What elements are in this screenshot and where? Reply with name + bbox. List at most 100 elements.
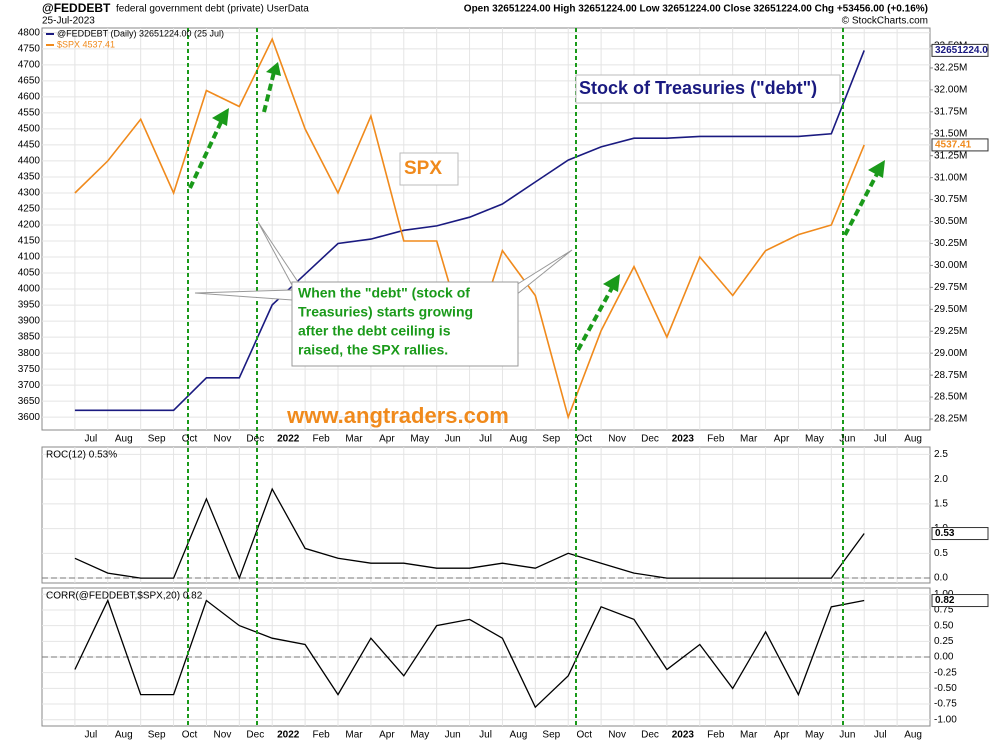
- arrow: [843, 171, 880, 236]
- x-tick-label: Apr: [774, 434, 790, 445]
- x-tick-label: Nov: [214, 730, 232, 741]
- x-tick-label: Dec: [641, 730, 659, 741]
- y-tick-label: 4200: [18, 220, 41, 231]
- y-tick-label: 0.50: [934, 620, 954, 631]
- y2-tick-label: 29.50M: [934, 304, 967, 315]
- x-tick-label: Oct: [576, 434, 592, 445]
- y2-tick-label: 29.25M: [934, 326, 967, 337]
- last-value: 0.53: [935, 528, 955, 539]
- x-tick-label: Aug: [904, 730, 922, 741]
- x-tick-label: Aug: [115, 434, 133, 445]
- arrow-heads: [212, 62, 885, 292]
- x-tick-label: Mar: [740, 434, 758, 445]
- series-line: [74, 50, 865, 412]
- x-tick-label: Feb: [707, 434, 725, 445]
- x-tick-label: Sep: [542, 730, 560, 741]
- y-tick-label: 3800: [18, 348, 41, 359]
- x-tick-label: Dec: [246, 730, 264, 741]
- x-tick-label: Mar: [740, 730, 758, 741]
- y-tick-label: 4700: [18, 59, 41, 70]
- series-line: [74, 598, 865, 709]
- x-tick-label: Mar: [345, 730, 363, 741]
- last-value-tag: [931, 43, 989, 57]
- y-tick-label: 4600: [18, 92, 41, 103]
- y2-tick-label: 30.50M: [934, 216, 967, 227]
- y-tick-label: 4450: [18, 140, 41, 151]
- x-tick-label: Jul: [874, 730, 887, 741]
- y2-tick-label: 31.50M: [934, 128, 967, 139]
- y-tick-label: 0.25: [934, 636, 954, 647]
- arrow-head: [868, 160, 885, 178]
- date: 25-Jul-2023: [42, 16, 95, 27]
- y-tick-label: 4400: [18, 156, 41, 167]
- website: www.angtraders.com: [286, 403, 509, 428]
- y-tick-label: 2.0: [934, 474, 948, 485]
- x-tick-label: May: [805, 434, 824, 445]
- y-tick-label: 0.0: [934, 573, 948, 584]
- y-tick-label: 4000: [18, 284, 41, 295]
- x-tick-label: Nov: [214, 434, 232, 445]
- y-tick-label: 0.5: [934, 548, 948, 559]
- x-tick-label: Jul: [479, 434, 492, 445]
- y-tick-label: -0.25: [934, 667, 957, 678]
- x-tick-label: Jun: [445, 730, 461, 741]
- y-tick-label: 4550: [18, 108, 41, 119]
- y-tick-label: 3850: [18, 332, 41, 343]
- y2-tick-label: 29.75M: [934, 282, 967, 293]
- event-lines: [187, 28, 844, 726]
- y2-tick-label: 30.25M: [934, 238, 967, 249]
- y-tick-label: 3700: [18, 380, 41, 391]
- y-tick-label: 4150: [18, 236, 41, 247]
- y-tick-label: -1.00: [934, 714, 957, 725]
- x-tick-label: Apr: [774, 730, 790, 741]
- y-tick-label: 4250: [18, 204, 41, 215]
- callout-pointer: [257, 221, 301, 286]
- x-tick-label: Sep: [148, 434, 166, 445]
- last-value: 4537.41: [935, 140, 972, 151]
- y-tick-label: 3750: [18, 364, 41, 375]
- x-tick-label: Apr: [379, 730, 395, 741]
- series-line: [74, 487, 865, 580]
- last-value-tag: [931, 138, 989, 152]
- y-tick-label: 1.5: [934, 499, 948, 510]
- arrow: [188, 119, 224, 189]
- y-tick-label: -0.75: [934, 699, 957, 710]
- callout-line: Treasuries) starts growing: [298, 304, 473, 320]
- arrow: [262, 71, 276, 113]
- y-tick-label: 4050: [18, 268, 41, 279]
- legend-label: $SPX 4537.41: [57, 39, 115, 49]
- x-tick-label: Oct: [576, 730, 592, 741]
- x-tick-label: Aug: [904, 434, 922, 445]
- x-tick-label: Jun: [839, 434, 855, 445]
- x-tick-label: 2022: [277, 434, 300, 445]
- callout-box: [291, 281, 519, 367]
- x-tick-label: Aug: [510, 730, 528, 741]
- x-tick-label: Jun: [445, 434, 461, 445]
- x-tick-label: Oct: [182, 730, 198, 741]
- debt-box: [575, 74, 841, 104]
- x-tick-label: Oct: [182, 434, 198, 445]
- x-tick-label: May: [410, 434, 429, 445]
- x-tick-label: Aug: [510, 434, 528, 445]
- spx-box: [399, 152, 459, 186]
- x-tick-label: May: [805, 730, 824, 741]
- callout-line: When the "debt" (stock of: [298, 285, 470, 301]
- last-value: 32651224.0: [935, 45, 988, 56]
- y-tick-label: 4500: [18, 124, 41, 135]
- x-tick-label: Dec: [641, 434, 659, 445]
- description: federal government debt (private) UserDa…: [116, 4, 309, 15]
- x-tick-label: Jul: [479, 730, 492, 741]
- spx-annotation: SPX: [404, 158, 442, 179]
- x-tick-label: 2022: [277, 730, 300, 741]
- last-value-tag: [931, 594, 989, 608]
- y-tick-label: 3950: [18, 300, 41, 311]
- credit: © StockCharts.com: [842, 16, 928, 27]
- last-value-tag: [931, 527, 989, 541]
- panel-title: ROC(12) 0.53%: [46, 450, 117, 461]
- y-tick-label: 4350: [18, 172, 41, 183]
- quote: Open 32651224.00 High 32651224.00 Low 32…: [464, 4, 928, 15]
- x-tick-label: Sep: [148, 730, 166, 741]
- x-tick-label: May: [410, 730, 429, 741]
- y-tick-label: 0.75: [934, 605, 954, 616]
